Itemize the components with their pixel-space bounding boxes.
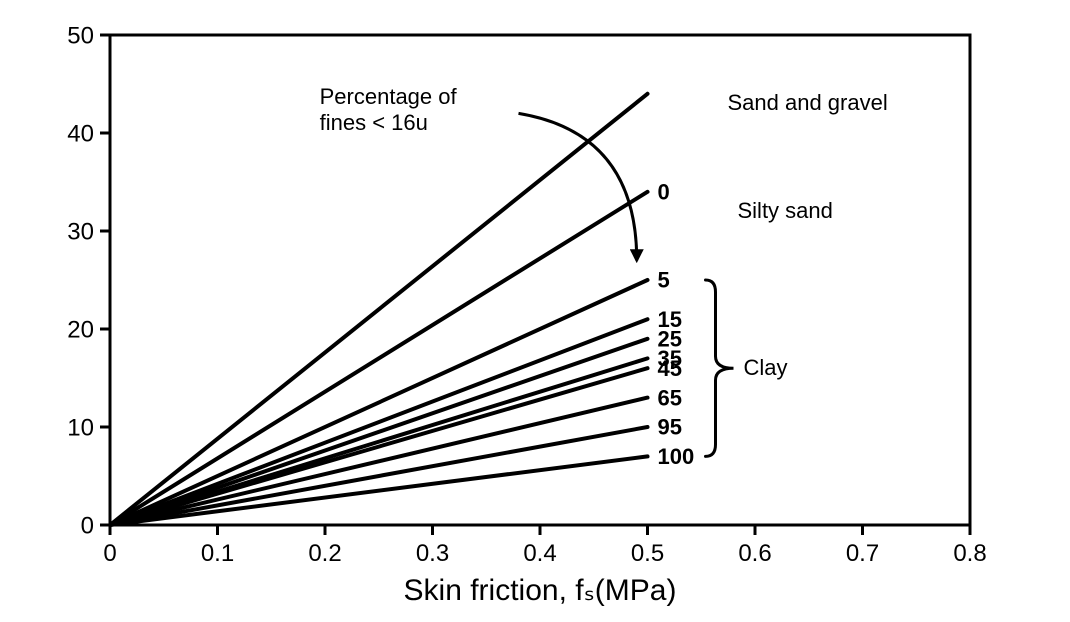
x-tick-label: 0.3 bbox=[416, 540, 449, 567]
fines-annotation: Percentage of fines < 16u bbox=[320, 84, 457, 136]
x-axis-label: Skin friction, fₛ(MPa) bbox=[110, 573, 970, 608]
y-tick-label: 30 bbox=[67, 218, 94, 245]
y-tick-label: 0 bbox=[81, 512, 94, 539]
series-end-label-fines_45: 45 bbox=[658, 356, 682, 381]
x-tick-label: 0.7 bbox=[846, 540, 879, 567]
group-label-clay: Clay bbox=[744, 355, 788, 381]
y-tick-label: 40 bbox=[67, 120, 94, 147]
series-end-label-fines_65: 65 bbox=[658, 385, 682, 410]
group-label-silty-sand: Silty sand bbox=[738, 198, 833, 224]
y-tick-label: 10 bbox=[67, 414, 94, 441]
series-end-label-silty_sand_0: 0 bbox=[658, 180, 670, 205]
chart-svg: 00.10.20.30.40.50.60.70.8010203040500515… bbox=[0, 0, 1070, 622]
series-end-label-fines_95: 95 bbox=[658, 415, 682, 440]
x-tick-label: 0.8 bbox=[953, 540, 986, 567]
x-tick-label: 0 bbox=[103, 540, 116, 567]
y-tick-label: 50 bbox=[67, 22, 94, 49]
y-tick-label: 20 bbox=[67, 316, 94, 343]
x-tick-label: 0.1 bbox=[201, 540, 234, 567]
series-end-label-fines_100: 100 bbox=[658, 444, 695, 469]
chart-stage: 00.10.20.30.40.50.60.70.8010203040500515… bbox=[0, 0, 1070, 622]
x-tick-label: 0.2 bbox=[308, 540, 341, 567]
x-tick-label: 0.4 bbox=[523, 540, 556, 567]
series-end-label-fines_5: 5 bbox=[658, 268, 670, 293]
x-tick-label: 0.6 bbox=[738, 540, 771, 567]
group-label-sand-gravel: Sand and gravel bbox=[728, 90, 888, 116]
x-tick-label: 0.5 bbox=[631, 540, 664, 567]
